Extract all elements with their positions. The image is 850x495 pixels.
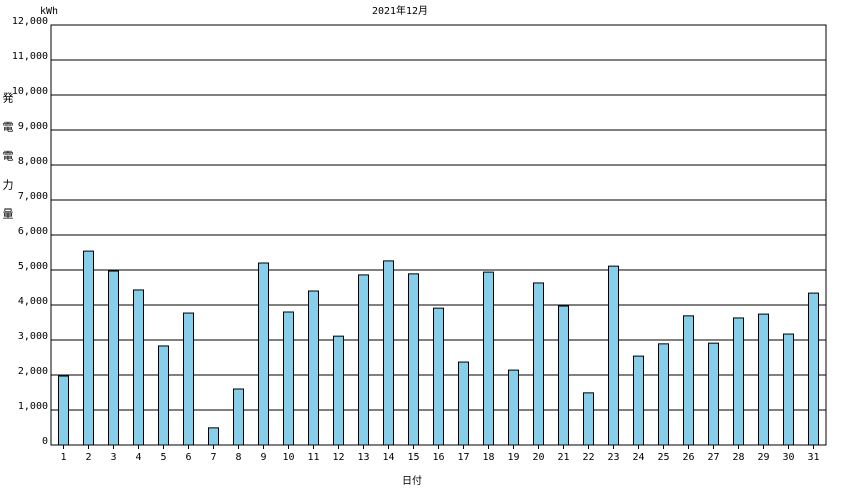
bar <box>508 369 519 446</box>
y-tick-label: 1,000 <box>18 401 48 412</box>
x-tick-label: 21 <box>557 452 569 463</box>
bar <box>308 290 319 446</box>
bar <box>283 311 294 446</box>
x-tick-label: 28 <box>732 452 744 463</box>
x-tick-label: 20 <box>532 452 544 463</box>
bar <box>333 335 344 446</box>
bar <box>658 343 669 446</box>
x-tick-label: 30 <box>782 452 794 463</box>
bar <box>233 388 244 446</box>
x-tick-label: 16 <box>432 452 444 463</box>
bar <box>108 270 119 446</box>
bar <box>558 305 569 446</box>
y-tick-label: 2,000 <box>18 366 48 377</box>
y-tick-label: 12,000 <box>12 16 48 27</box>
bar <box>483 271 494 446</box>
x-tick-label: 31 <box>807 452 819 463</box>
x-tick-label: 25 <box>657 452 669 463</box>
y-tick-label: 3,000 <box>18 331 48 342</box>
x-axis-label: 日付 <box>402 474 422 487</box>
chart-title: 2021年12月 <box>372 4 428 17</box>
y-tick-label: 10,000 <box>12 86 48 97</box>
bar <box>583 392 594 446</box>
x-tick-label: 18 <box>482 452 494 463</box>
bar <box>808 292 819 446</box>
x-tick-label: 3 <box>110 452 116 463</box>
bar <box>183 312 194 446</box>
x-tick-label: 23 <box>607 452 619 463</box>
x-tick-label: 2 <box>85 452 91 463</box>
bar <box>58 375 69 446</box>
x-tick-label: 22 <box>582 452 594 463</box>
bar <box>758 313 769 446</box>
bar <box>408 273 419 446</box>
y-tick-label: 7,000 <box>18 191 48 202</box>
y-tick-label: 4,000 <box>18 296 48 307</box>
x-tick-label: 1 <box>60 452 66 463</box>
bar <box>433 307 444 446</box>
x-tick-label: 15 <box>407 452 419 463</box>
y-tick-label: 6,000 <box>18 226 48 237</box>
x-tick-label: 24 <box>632 452 644 463</box>
bar <box>683 315 694 446</box>
x-tick-label: 9 <box>260 452 266 463</box>
bar <box>708 342 719 446</box>
bar <box>83 250 94 446</box>
x-tick-label: 4 <box>135 452 141 463</box>
y-tick-label: 5,000 <box>18 261 48 272</box>
y-tick-label: 11,000 <box>12 51 48 62</box>
y-axis-label: 発電電力量 <box>1 91 14 237</box>
bar <box>533 282 544 446</box>
bar <box>158 345 169 446</box>
bar <box>733 317 744 446</box>
x-tick-label: 13 <box>357 452 369 463</box>
bar <box>608 265 619 446</box>
bar <box>383 260 394 446</box>
bar <box>133 289 144 446</box>
x-tick-label: 10 <box>282 452 294 463</box>
x-tick-label: 17 <box>457 452 469 463</box>
bar <box>358 274 369 446</box>
x-tick-label: 12 <box>332 452 344 463</box>
bar <box>633 355 644 446</box>
bar <box>258 262 269 446</box>
y-tick-label: 0 <box>42 436 48 447</box>
x-tick-label: 6 <box>185 452 191 463</box>
y-tick-label: 9,000 <box>18 121 48 132</box>
x-tick-label: 14 <box>382 452 394 463</box>
x-tick-label: 11 <box>307 452 319 463</box>
x-tick-label: 5 <box>160 452 166 463</box>
unit-label: kWh <box>40 6 58 17</box>
x-tick-label: 26 <box>682 452 694 463</box>
x-tick-label: 7 <box>210 452 216 463</box>
bar <box>208 427 219 446</box>
y-tick-label: 8,000 <box>18 156 48 167</box>
bar <box>458 361 469 446</box>
x-tick-label: 29 <box>757 452 769 463</box>
x-tick-label: 8 <box>235 452 241 463</box>
bar <box>783 333 794 446</box>
x-tick-label: 19 <box>507 452 519 463</box>
x-tick-label: 27 <box>707 452 719 463</box>
